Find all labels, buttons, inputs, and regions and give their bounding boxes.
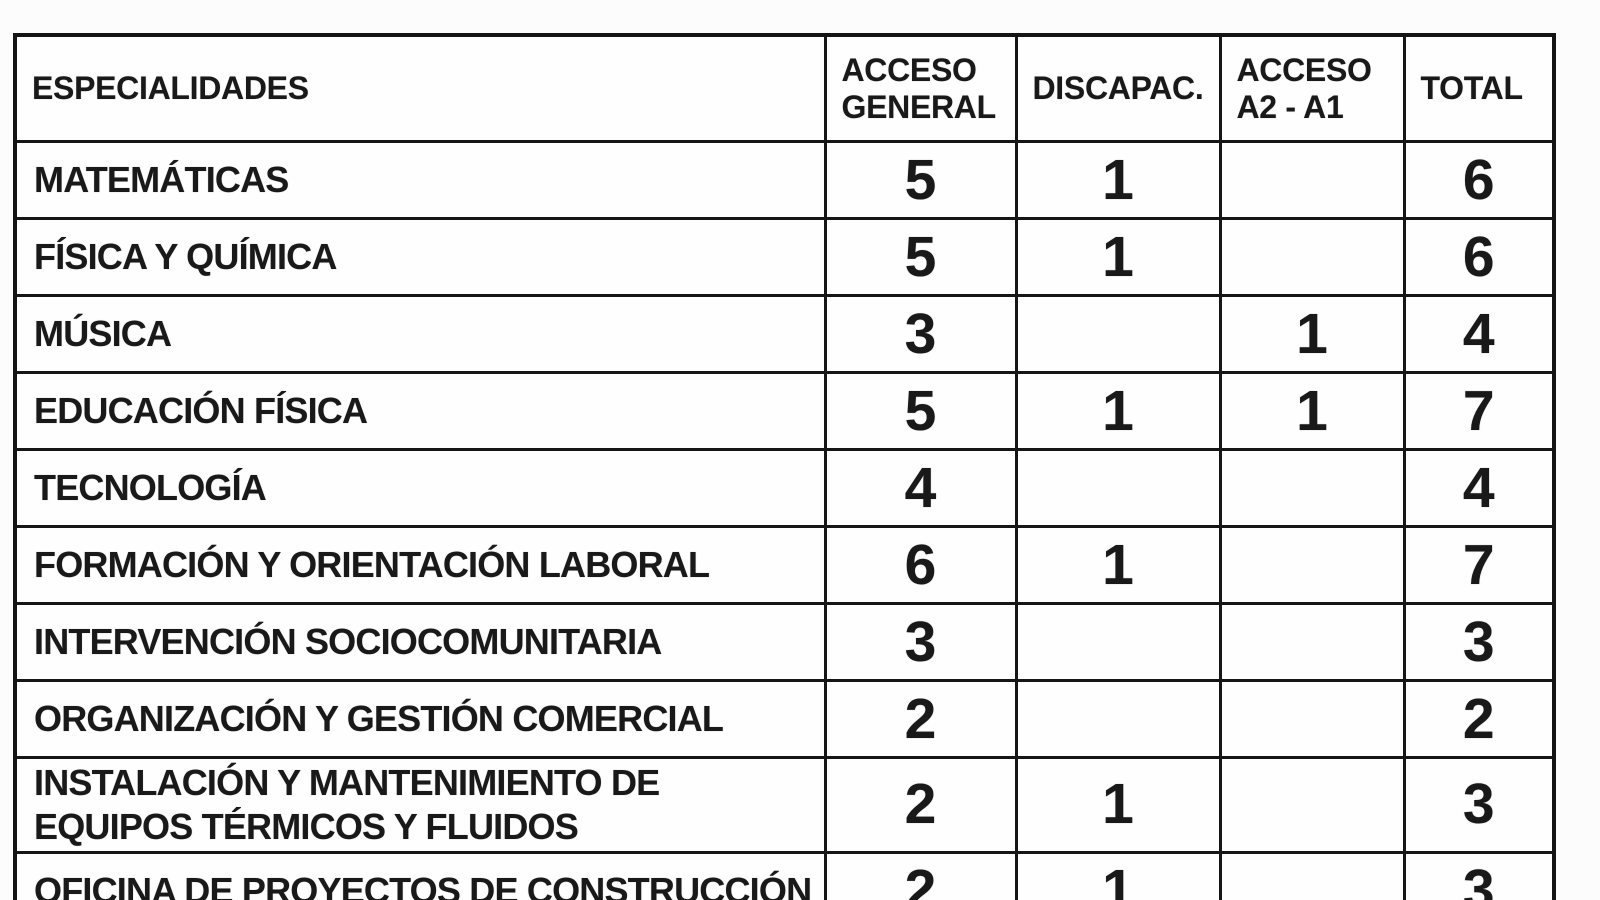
row-label-cell: INSTALACIÓN Y MANTENIMIENTO DE EQUIPOS T…: [13, 756, 827, 854]
table-body: MATEMÁTICAS 5 1 6 FÍSICA Y QUÍMICA 5 1 6…: [13, 140, 1556, 900]
value-cell-total: 7: [1402, 371, 1556, 451]
value-cell-discapac: 1: [1014, 140, 1222, 220]
table-row: FÍSICA Y QUÍMICA 5 1 6: [13, 217, 1556, 297]
row-label-cell: TECNOLOGÍA: [13, 448, 827, 528]
value-cell-acceso-general: 2: [823, 679, 1018, 759]
value-cell-discapac: [1014, 294, 1222, 374]
header-cell-discapac: DISCAPAC.: [1014, 33, 1222, 143]
table-row: MATEMÁTICAS 5 1 6: [13, 140, 1556, 220]
value-cell-acceso-general: 2: [823, 850, 1018, 900]
value-cell-acceso-a2-a1: [1218, 756, 1406, 854]
value-cell-discapac: 1: [1014, 217, 1222, 297]
row-label-cell: INTERVENCIÓN SOCIOCOMUNITARIA: [13, 602, 827, 682]
value-cell-discapac: [1014, 602, 1222, 682]
row-label-cell: OFICINA DE PROYECTOS DE CONSTRUCCIÓN: [13, 850, 827, 900]
value-cell-total: 7: [1402, 525, 1556, 605]
value-cell-acceso-general: 3: [823, 294, 1018, 374]
especialidades-table: ESPECIALIDADES ACCESO GENERAL DISCAPAC. …: [13, 33, 1556, 900]
value-cell-acceso-a2-a1: [1218, 217, 1406, 297]
table-row: INSTALACIÓN Y MANTENIMIENTO DE EQUIPOS T…: [13, 756, 1556, 854]
value-cell-discapac: [1014, 679, 1222, 759]
value-cell-total: 3: [1402, 602, 1556, 682]
value-cell-total: 2: [1402, 679, 1556, 759]
value-cell-discapac: 1: [1014, 850, 1222, 900]
value-cell-discapac: 1: [1014, 371, 1222, 451]
value-cell-total: 3: [1402, 850, 1556, 900]
value-cell-total: 6: [1402, 140, 1556, 220]
value-cell-acceso-general: 3: [823, 602, 1018, 682]
value-cell-acceso-general: 6: [823, 525, 1018, 605]
value-cell-acceso-a2-a1: 1: [1218, 294, 1406, 374]
value-cell-acceso-general: 5: [823, 217, 1018, 297]
value-cell-total: 4: [1402, 294, 1556, 374]
row-label-cell: EDUCACIÓN FÍSICA: [13, 371, 827, 451]
value-cell-total: 3: [1402, 756, 1556, 854]
value-cell-acceso-general: 5: [823, 371, 1018, 451]
header-row: ESPECIALIDADES ACCESO GENERAL DISCAPAC. …: [13, 33, 1556, 143]
value-cell-acceso-general: 5: [823, 140, 1018, 220]
table-row: FORMACIÓN Y ORIENTACIÓN LABORAL 6 1 7: [13, 525, 1556, 605]
value-cell-acceso-a2-a1: [1218, 602, 1406, 682]
value-cell-acceso-a2-a1: [1218, 525, 1406, 605]
value-cell-total: 6: [1402, 217, 1556, 297]
table-row: OFICINA DE PROYECTOS DE CONSTRUCCIÓN 2 1…: [13, 850, 1556, 900]
value-cell-discapac: [1014, 448, 1222, 528]
header-cell-especialidades: ESPECIALIDADES: [13, 33, 827, 143]
value-cell-acceso-a2-a1: [1218, 679, 1406, 759]
table-row: INTERVENCIÓN SOCIOCOMUNITARIA 3 3: [13, 602, 1556, 682]
value-cell-acceso-a2-a1: [1218, 140, 1406, 220]
value-cell-discapac: 1: [1014, 525, 1222, 605]
table-row: ORGANIZACIÓN Y GESTIÓN COMERCIAL 2 2: [13, 679, 1556, 759]
value-cell-acceso-a2-a1: 1: [1218, 371, 1406, 451]
row-label-cell: MÚSICA: [13, 294, 827, 374]
table-row: EDUCACIÓN FÍSICA 5 1 1 7: [13, 371, 1556, 451]
header-cell-acceso-a2-a1: ACCESO A2 - A1: [1218, 33, 1406, 143]
value-cell-acceso-general: 2: [823, 756, 1018, 854]
value-cell-total: 4: [1402, 448, 1556, 528]
header-cell-total: TOTAL: [1402, 33, 1556, 143]
table-row: MÚSICA 3 1 4: [13, 294, 1556, 374]
table-header: ESPECIALIDADES ACCESO GENERAL DISCAPAC. …: [13, 33, 1556, 143]
value-cell-acceso-general: 4: [823, 448, 1018, 528]
row-label-cell: MATEMÁTICAS: [13, 140, 827, 220]
value-cell-acceso-a2-a1: [1218, 448, 1406, 528]
value-cell-acceso-a2-a1: [1218, 850, 1406, 900]
row-label-cell: FORMACIÓN Y ORIENTACIÓN LABORAL: [13, 525, 827, 605]
row-label-cell: ORGANIZACIÓN Y GESTIÓN COMERCIAL: [13, 679, 827, 759]
table-row: TECNOLOGÍA 4 4: [13, 448, 1556, 528]
row-label-cell: FÍSICA Y QUÍMICA: [13, 217, 827, 297]
value-cell-discapac: 1: [1014, 756, 1222, 854]
header-cell-acceso-general: ACCESO GENERAL: [823, 33, 1018, 143]
